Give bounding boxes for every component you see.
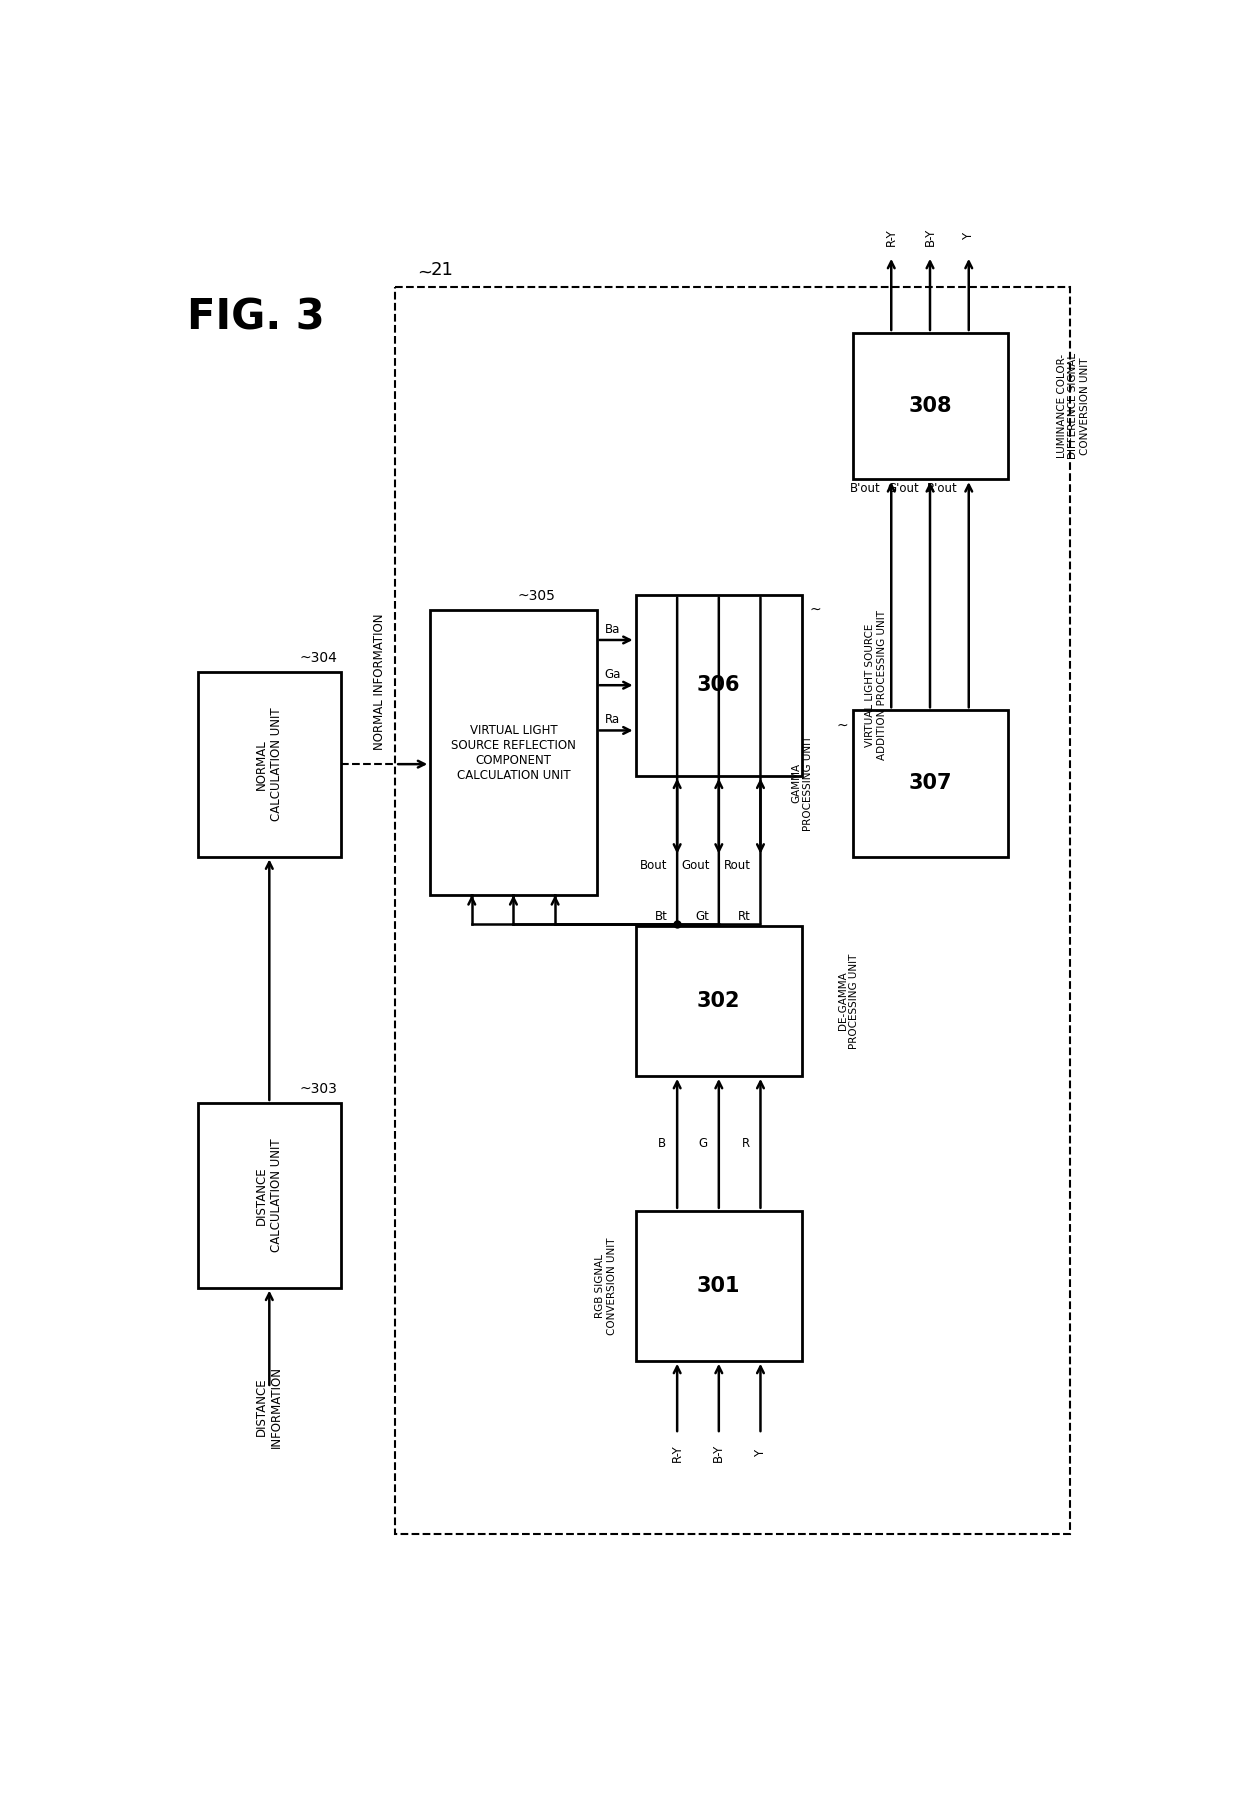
Text: RGB SIGNAL
CONVERSION UNIT: RGB SIGNAL CONVERSION UNIT <box>595 1238 616 1335</box>
Text: 306: 306 <box>697 676 740 696</box>
Text: B-Y: B-Y <box>712 1444 725 1462</box>
Text: NORMAL
CALCULATION UNIT: NORMAL CALCULATION UNIT <box>255 707 283 821</box>
Text: B'out: B'out <box>849 482 880 495</box>
Text: ~303: ~303 <box>299 1082 337 1096</box>
Bar <box>635 926 802 1076</box>
Bar <box>635 1210 802 1361</box>
Text: Bt: Bt <box>655 910 668 922</box>
Text: ~: ~ <box>810 603 821 618</box>
Text: Y: Y <box>754 1450 768 1457</box>
Text: LUMINANCE COLOR-
DIFFERENCE SIGNAL
CONVERSION UNIT: LUMINANCE COLOR- DIFFERENCE SIGNAL CONVE… <box>1056 353 1090 458</box>
Text: B-Y: B-Y <box>924 228 936 246</box>
Text: ~: ~ <box>837 719 848 732</box>
Text: DISTANCE
CALCULATION UNIT: DISTANCE CALCULATION UNIT <box>255 1138 283 1252</box>
Text: GAMMA
PROCESSING UNIT: GAMMA PROCESSING UNIT <box>791 736 813 832</box>
Text: Rt: Rt <box>738 910 751 922</box>
Text: G'out: G'out <box>888 482 919 495</box>
Text: Ga: Ga <box>604 669 620 681</box>
Text: Gout: Gout <box>681 859 709 872</box>
Text: Y: Y <box>962 234 975 241</box>
Text: Ra: Ra <box>605 714 620 727</box>
Text: VIRTUAL LIGHT SOURCE
ADDITION PROCESSING UNIT: VIRTUAL LIGHT SOURCE ADDITION PROCESSING… <box>866 611 887 761</box>
Text: Gt: Gt <box>696 910 709 922</box>
Text: 301: 301 <box>697 1276 740 1296</box>
Text: DE-GAMMA
PROCESSING UNIT: DE-GAMMA PROCESSING UNIT <box>838 953 859 1049</box>
Bar <box>853 710 1007 857</box>
Text: Bout: Bout <box>640 859 668 872</box>
Text: Rout: Rout <box>724 859 751 872</box>
Text: ~304: ~304 <box>299 651 337 665</box>
Text: 308: 308 <box>908 397 952 417</box>
Text: VIRTUAL LIGHT
SOURCE REFLECTION
COMPONENT
CALCULATION UNIT: VIRTUAL LIGHT SOURCE REFLECTION COMPONEN… <box>451 723 575 781</box>
Text: ~305: ~305 <box>518 589 556 603</box>
Text: NORMAL INFORMATION: NORMAL INFORMATION <box>373 614 386 750</box>
Text: FIG. 3: FIG. 3 <box>187 297 325 339</box>
Bar <box>396 286 1069 1535</box>
Bar <box>430 611 596 895</box>
Text: G: G <box>699 1136 708 1151</box>
Bar <box>635 594 802 776</box>
Text: ~: ~ <box>417 265 433 283</box>
Text: R-Y: R-Y <box>885 228 898 246</box>
Bar <box>197 1104 341 1288</box>
Text: 302: 302 <box>697 991 740 1011</box>
Text: DISTANCE
INFORMATION: DISTANCE INFORMATION <box>255 1366 283 1448</box>
Text: 307: 307 <box>908 774 952 794</box>
Text: Ba: Ba <box>605 623 620 636</box>
Text: R: R <box>742 1136 750 1151</box>
Text: 21: 21 <box>430 261 453 279</box>
Text: R-Y: R-Y <box>671 1444 683 1462</box>
Text: R'out: R'out <box>928 482 957 495</box>
Bar <box>853 333 1007 478</box>
Text: B: B <box>658 1136 666 1151</box>
Bar <box>197 672 341 857</box>
